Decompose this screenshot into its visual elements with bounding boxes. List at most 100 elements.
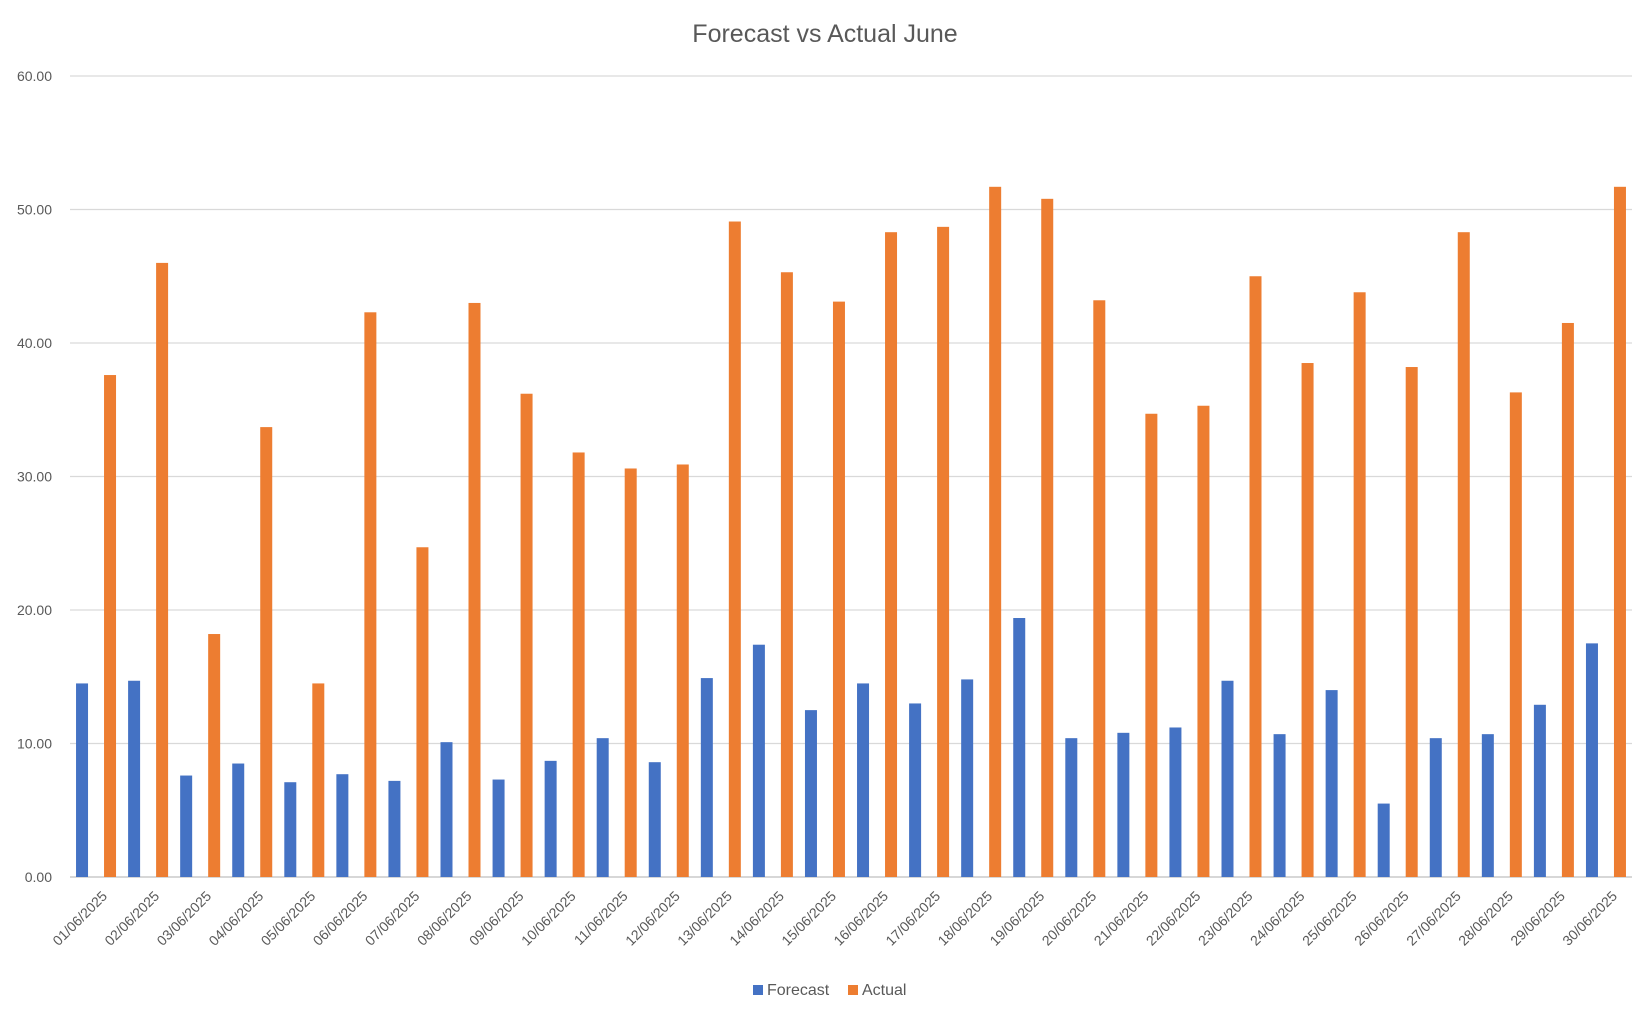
bar-actual xyxy=(520,393,533,877)
bar-forecast xyxy=(1013,618,1026,877)
x-tick-label: 20/06/2025 xyxy=(1039,888,1100,949)
x-tick-label: 15/06/2025 xyxy=(778,888,839,949)
bar-forecast xyxy=(284,782,297,877)
x-tick-label: 30/06/2025 xyxy=(1559,888,1620,949)
bar-forecast xyxy=(648,762,661,877)
bar-forecast xyxy=(544,760,557,877)
y-axis: 0.00 10.00 20.00 30.00 40.00 50.00 60.00 xyxy=(17,68,52,885)
bar-actual xyxy=(780,272,793,877)
bar-forecast xyxy=(596,738,609,877)
x-tick-label: 09/06/2025 xyxy=(466,888,527,949)
x-axis: 01/06/202502/06/202503/06/202504/06/2025… xyxy=(49,888,1620,949)
bar-forecast xyxy=(700,678,713,877)
y-tick-label: 0.00 xyxy=(25,869,52,885)
bar-actual xyxy=(937,226,950,878)
x-tick-label: 27/06/2025 xyxy=(1403,888,1464,949)
x-tick-label: 26/06/2025 xyxy=(1351,888,1412,949)
bar-forecast xyxy=(232,763,245,877)
bar-forecast xyxy=(440,742,453,877)
x-tick-label: 07/06/2025 xyxy=(362,888,423,949)
bar-forecast xyxy=(1429,738,1442,877)
bar-actual xyxy=(1093,300,1106,877)
bar-actual xyxy=(416,547,429,877)
x-tick-label: 08/06/2025 xyxy=(414,888,475,949)
bar-actual xyxy=(156,262,169,877)
y-tick-label: 20.00 xyxy=(17,602,52,618)
bar-forecast xyxy=(336,774,349,877)
y-tick-label: 60.00 xyxy=(17,68,52,84)
bar-forecast xyxy=(1585,643,1598,877)
bar-actual xyxy=(260,427,273,877)
x-tick-label: 18/06/2025 xyxy=(934,888,995,949)
bar-forecast xyxy=(1377,803,1390,877)
x-tick-label: 19/06/2025 xyxy=(986,888,1047,949)
x-tick-label: 16/06/2025 xyxy=(830,888,891,949)
bar-forecast xyxy=(180,775,193,877)
x-tick-label: 29/06/2025 xyxy=(1507,888,1568,949)
bars xyxy=(76,186,1626,878)
x-tick-label: 13/06/2025 xyxy=(674,888,735,949)
bar-actual xyxy=(572,452,585,877)
bar-actual xyxy=(832,301,845,877)
bar-actual xyxy=(468,302,481,877)
legend-swatch-forecast xyxy=(753,985,763,995)
y-tick-label: 30.00 xyxy=(17,469,52,485)
gridlines xyxy=(70,75,1632,878)
x-tick-label: 11/06/2025 xyxy=(571,888,631,948)
x-tick-label: 10/06/2025 xyxy=(518,888,579,949)
y-tick-label: 10.00 xyxy=(17,736,52,752)
x-tick-label: 06/06/2025 xyxy=(310,888,371,949)
bar-forecast xyxy=(1325,690,1338,877)
bar-forecast xyxy=(1533,704,1546,877)
bar-actual xyxy=(1405,367,1418,877)
bar-actual xyxy=(885,232,898,877)
legend-label-forecast: Forecast xyxy=(767,982,830,999)
bar-forecast xyxy=(1169,727,1182,877)
x-tick-label: 21/06/2025 xyxy=(1091,888,1152,949)
x-tick-label: 05/06/2025 xyxy=(258,888,319,949)
bar-actual xyxy=(1509,392,1522,877)
x-tick-label: 02/06/2025 xyxy=(101,888,162,949)
bar-forecast xyxy=(1117,732,1130,877)
x-tick-label: 01/06/2025 xyxy=(49,888,110,949)
bar-actual xyxy=(208,634,221,877)
x-tick-label: 22/06/2025 xyxy=(1143,888,1204,949)
x-tick-label: 04/06/2025 xyxy=(205,888,266,949)
legend-label-actual: Actual xyxy=(862,982,906,999)
bar-forecast xyxy=(1273,734,1286,877)
bar-actual xyxy=(104,375,117,877)
bar-actual xyxy=(676,464,689,877)
legend: Forecast Actual xyxy=(753,982,906,999)
bar-forecast xyxy=(804,710,817,877)
x-tick-label: 12/06/2025 xyxy=(622,888,683,949)
y-tick-label: 40.00 xyxy=(17,335,52,351)
bar-actual xyxy=(1561,322,1574,878)
bar-forecast xyxy=(909,703,922,877)
bar-actual xyxy=(1457,232,1470,877)
bar-actual xyxy=(364,312,377,877)
x-tick-label: 14/06/2025 xyxy=(726,888,787,949)
bar-actual xyxy=(1197,405,1210,877)
bar-forecast xyxy=(752,644,765,877)
bar-forecast xyxy=(76,683,89,877)
bar-actual xyxy=(1145,413,1158,877)
x-tick-label: 03/06/2025 xyxy=(153,888,214,949)
bar-actual xyxy=(989,186,1002,877)
x-tick-label: 17/06/2025 xyxy=(882,888,943,949)
bar-forecast xyxy=(1221,680,1234,877)
bar-actual xyxy=(312,683,325,877)
bar-actual xyxy=(624,468,637,877)
bar-actual xyxy=(1301,363,1314,877)
bar-forecast xyxy=(128,680,141,877)
bar-actual xyxy=(1041,198,1054,877)
x-tick-label: 28/06/2025 xyxy=(1455,888,1516,949)
bar-forecast xyxy=(1065,738,1078,877)
bar-actual xyxy=(1613,186,1626,877)
chart-title: Forecast vs Actual June xyxy=(692,20,957,48)
y-tick-label: 50.00 xyxy=(17,202,52,218)
x-tick-label: 25/06/2025 xyxy=(1299,888,1360,949)
x-tick-label: 24/06/2025 xyxy=(1247,888,1308,949)
bar-forecast xyxy=(388,780,401,877)
